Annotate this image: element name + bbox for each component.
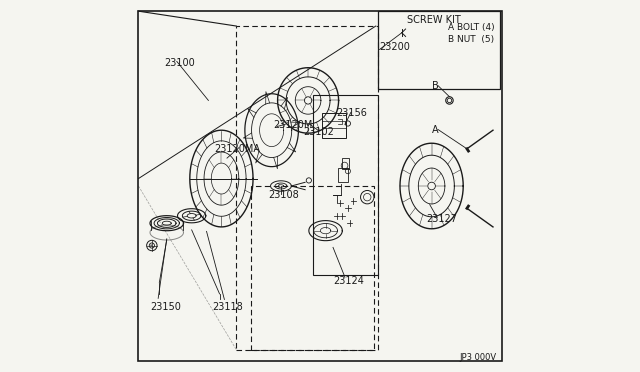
Bar — [236, 26, 378, 350]
Bar — [251, 186, 374, 350]
Text: A: A — [431, 125, 438, 135]
Text: 23120MA: 23120MA — [214, 144, 260, 154]
Text: 23118: 23118 — [212, 302, 243, 312]
Text: B: B — [431, 81, 438, 90]
Text: A BOLT (4): A BOLT (4) — [449, 23, 495, 32]
Text: 23124: 23124 — [333, 276, 364, 286]
Bar — [342, 158, 349, 169]
Bar — [312, 95, 378, 275]
Text: 23100: 23100 — [164, 58, 195, 68]
Text: 23150: 23150 — [151, 302, 182, 312]
Text: JP3 000V: JP3 000V — [460, 353, 497, 362]
Text: SCREW KIT: SCREW KIT — [408, 16, 461, 25]
Text: 23156: 23156 — [337, 109, 367, 118]
Bar — [338, 168, 348, 182]
Text: 23120M: 23120M — [273, 120, 313, 129]
Bar — [322, 113, 346, 138]
Text: 23200: 23200 — [380, 42, 410, 51]
Text: 23127: 23127 — [426, 215, 457, 224]
Text: 23102: 23102 — [303, 127, 334, 137]
Text: B NUT  (5): B NUT (5) — [449, 35, 495, 44]
Text: 23108: 23108 — [268, 190, 299, 200]
Bar — [378, 11, 500, 89]
